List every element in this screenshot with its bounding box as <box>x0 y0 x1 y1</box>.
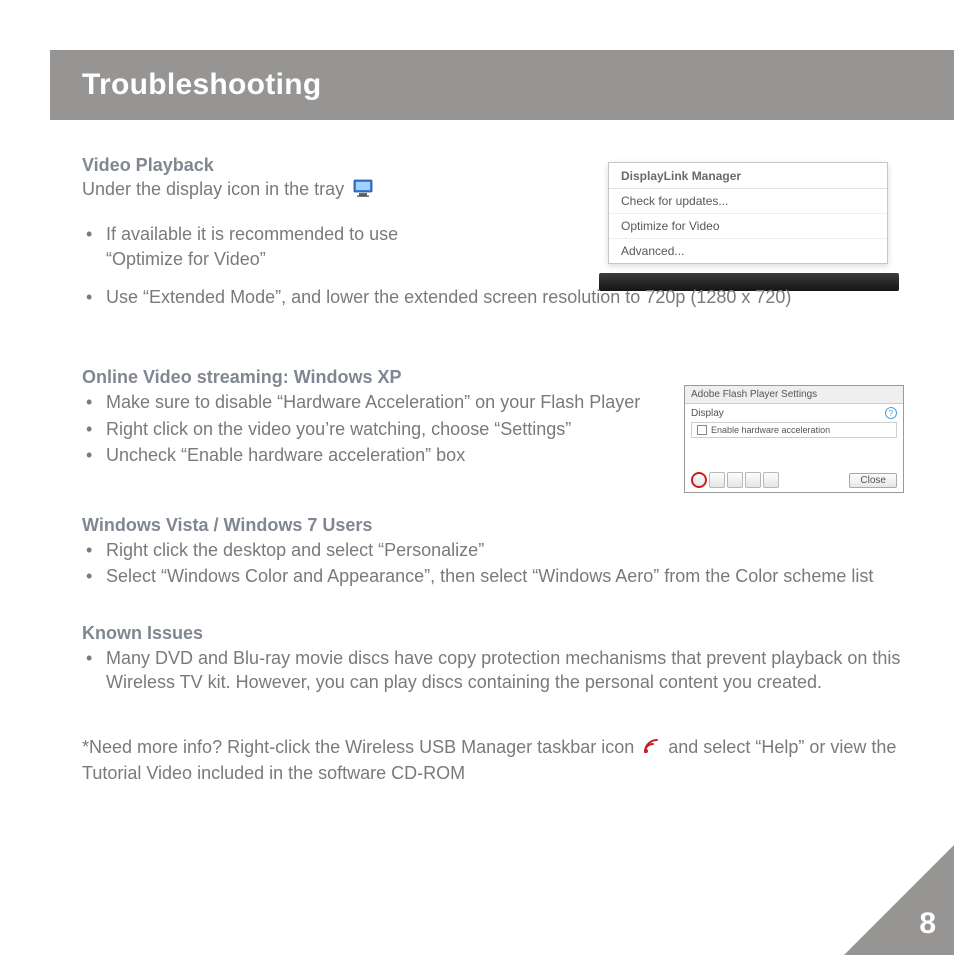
list-item: Many DVD and Blu-ray movie discs have co… <box>82 646 904 695</box>
tray-monitor-icon <box>353 178 373 204</box>
page-corner-triangle <box>844 845 954 955</box>
list-item: Make sure to disable “Hardware Accelerat… <box>82 390 672 414</box>
list-item: Select “Windows Color and Appearance”, t… <box>82 564 904 588</box>
page-title: Troubleshooting <box>82 68 321 102</box>
list-item: Uncheck “Enable hardware acceleration” b… <box>82 443 672 467</box>
page-header: Troubleshooting <box>50 50 954 120</box>
list-item: Use “Extended Mode”, and lower the exten… <box>82 285 904 309</box>
heading-known-issues: Known Issues <box>82 623 904 644</box>
section-vista-win7: Windows Vista / Windows 7 Users Right cl… <box>82 515 904 589</box>
bullet-text: Use “Extended Mode”, and lower the exten… <box>106 287 791 307</box>
bullet-text: Make sure to disable “Hardware Accelerat… <box>106 392 640 412</box>
heading-vista-win7: Windows Vista / Windows 7 Users <box>82 515 904 536</box>
bullet-text: Select “Windows Color and Appearance”, t… <box>106 566 873 586</box>
list-item: Right click the desktop and select “Pers… <box>82 538 904 562</box>
intro-text: Under the display icon in the tray <box>82 179 344 199</box>
footer-pre: *Need more info? Right-click the Wireles… <box>82 737 634 757</box>
bullet-text: Uncheck “Enable hardware acceleration” b… <box>106 445 465 465</box>
list-item: If available it is recommended to use “O… <box>82 222 402 271</box>
heading-online-video-xp: Online Video streaming: Windows XP <box>82 367 904 388</box>
section-online-video-xp: Online Video streaming: Windows XP Make … <box>82 367 904 467</box>
page-number: 8 <box>919 907 936 941</box>
footer-note: *Need more info? Right-click the Wireles… <box>82 736 904 785</box>
list-item: Right click on the video you’re watching… <box>82 417 672 441</box>
bullet-text: Right click the desktop and select “Pers… <box>106 540 484 560</box>
heading-video-playback: Video Playback <box>82 155 904 176</box>
intro-line: Under the display icon in the tray <box>82 178 904 204</box>
bullet-text: Right click on the video you’re watching… <box>106 419 571 439</box>
bullet-text: If available it is recommended to use “O… <box>106 224 398 268</box>
section-known-issues: Known Issues Many DVD and Blu-ray movie … <box>82 623 904 695</box>
section-video-playback: Video Playback Under the display icon in… <box>82 155 904 309</box>
wireless-usb-icon <box>642 737 660 761</box>
bullet-text: Many DVD and Blu-ray movie discs have co… <box>106 648 900 692</box>
